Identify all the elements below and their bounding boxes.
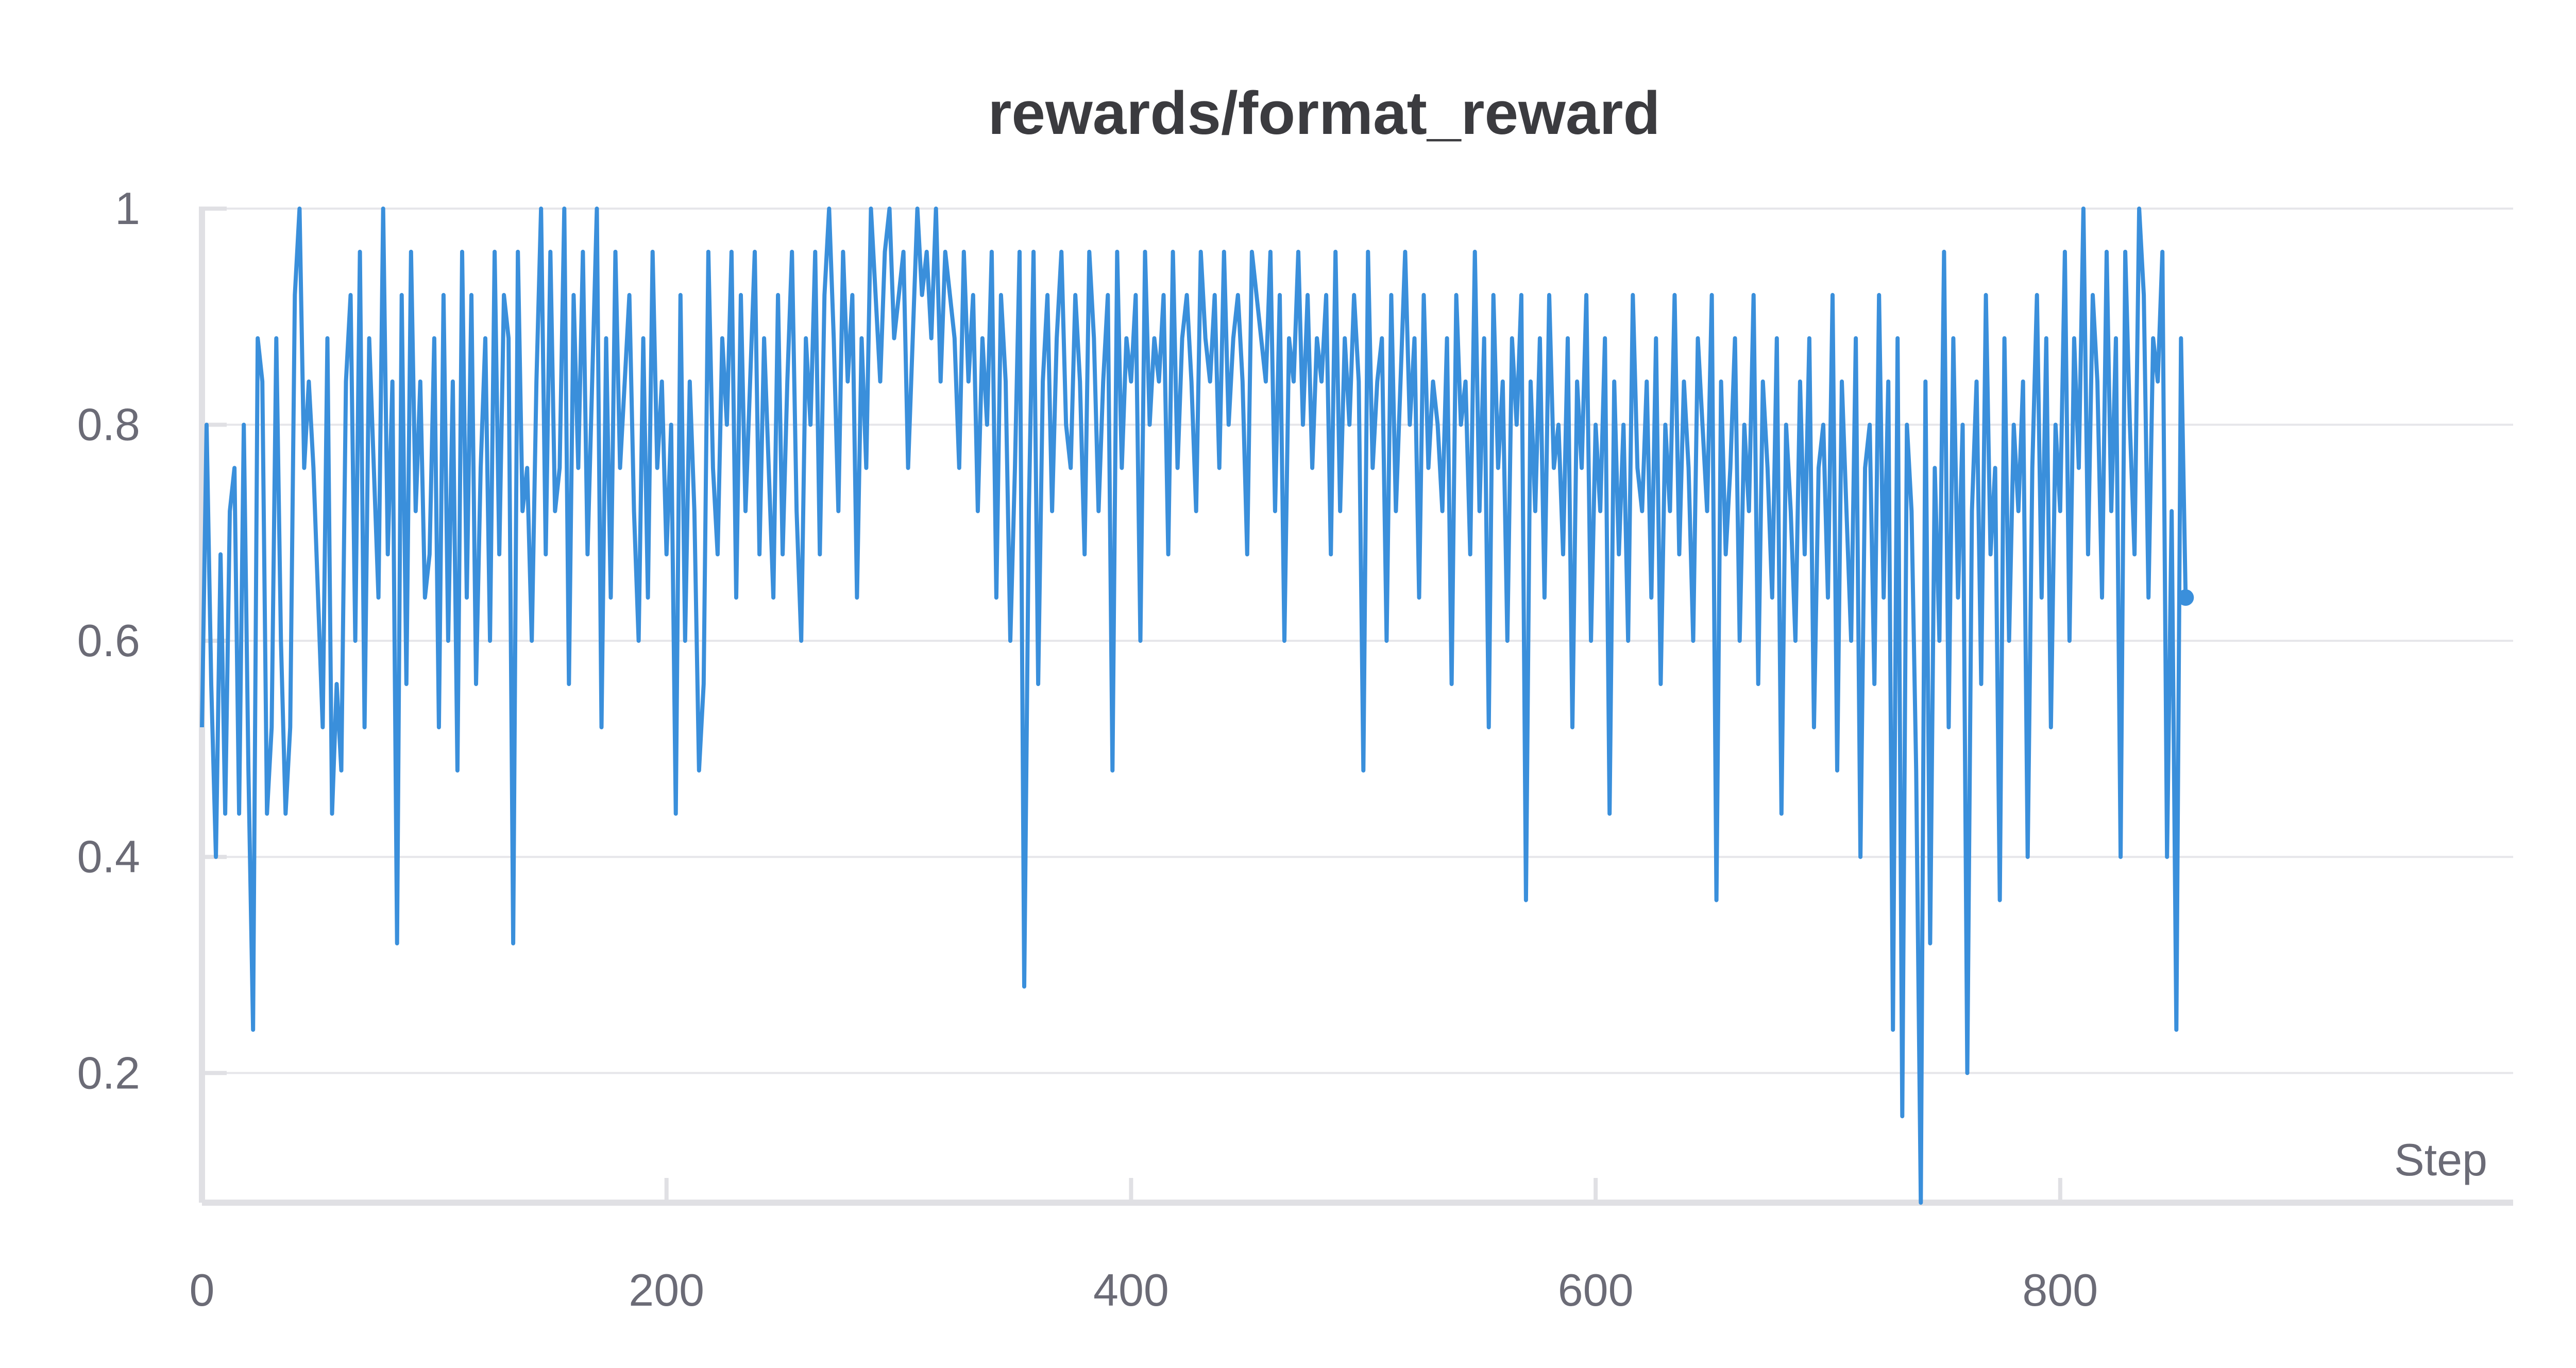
text-layer: rewards/format_reward Step 0.2 0.4 0.6 0.8 1… xyxy=(77,79,2487,1315)
x-tick-label: 600 xyxy=(1558,1264,1634,1315)
y-tick-label: 0.6 xyxy=(77,615,140,666)
x-tick-label: 200 xyxy=(629,1264,704,1315)
chart-title: rewards/format_reward xyxy=(988,79,1660,147)
y-tick-label: 0.4 xyxy=(77,831,140,882)
series-line xyxy=(200,207,2188,1205)
x-tick-label: 0 xyxy=(190,1264,215,1315)
series-end-point xyxy=(2177,589,2194,606)
y-tick-label: 0.8 xyxy=(77,399,140,450)
y-tick-label: 1 xyxy=(115,183,140,234)
y-tick-label: 0.2 xyxy=(77,1047,140,1098)
x-axis-label: Step xyxy=(2394,1134,2487,1185)
x-tick-label: 400 xyxy=(1093,1264,1169,1315)
x-tick-label: 800 xyxy=(2022,1264,2098,1315)
series-layer xyxy=(200,207,2194,1205)
